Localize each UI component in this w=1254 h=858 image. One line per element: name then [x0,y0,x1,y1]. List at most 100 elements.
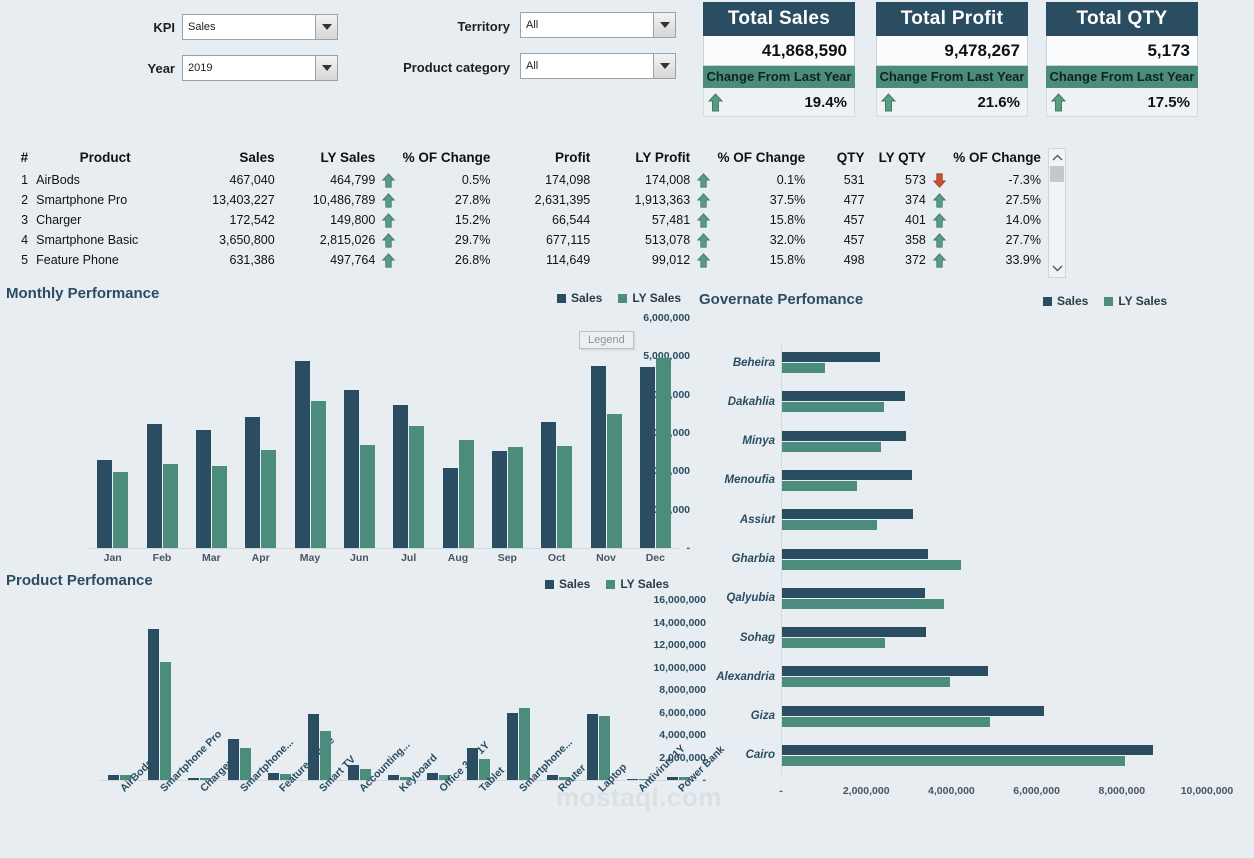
legend-label: LY Sales [632,291,682,305]
x-axis-tick: Sep [497,552,517,564]
chevron-down-icon[interactable] [1049,260,1065,277]
table-row: 2 Smartphone Pro 13,403,227 10,486,789 27.8%… [0,190,1045,210]
bar-ly-sales [211,465,227,548]
bar-ly-sales [359,444,375,548]
x-axis-tick: - [779,785,783,797]
row-qty-trend [930,230,949,250]
x-axis-tick: 4,000,000 [928,785,975,797]
arrow-up-icon [708,92,723,112]
table-scrollbar[interactable] [1048,148,1066,278]
bar-ly-sales [782,441,881,452]
arrow-up-icon [382,232,396,248]
legend-item-ly-sales: LY Sales [1104,294,1167,308]
row-index: 1 [21,173,29,187]
y-axis-tick: 8,000,000 [659,684,706,696]
territory-filter-label: Territory [457,19,511,34]
legend-swatch-ly-sales [606,579,616,589]
row-sales-trend [379,250,398,270]
row-sales: 3,650,800 [219,233,275,247]
x-axis-tick: Feb [152,552,172,564]
row-ly-profit: 174,008 [644,173,691,187]
bar-ly-sales [240,748,252,780]
x-axis-tick: Jan [103,552,122,564]
scrollbar-thumb[interactable] [1050,166,1064,182]
bar-ly-sales [782,520,877,531]
bar-sales [782,509,914,520]
bar-ly-sales [359,768,371,780]
bar-ly-sales [678,777,690,780]
legend-swatch-sales [557,293,566,303]
kpi-filter-chevron-down-icon[interactable] [315,15,337,39]
bar-sales [586,713,598,780]
table-header-cell: Sales [239,150,275,165]
bar-ly-sales [458,439,474,548]
bar-sales [294,360,310,548]
table-header-spacer [379,148,398,170]
monthly-performance-title: Monthly Performance [6,285,160,302]
row-sales-change: 15.2% [454,213,491,227]
y-axis-label: Qalyubia [726,592,775,605]
y-axis-tick: 14,000,000 [653,616,706,629]
row-qty: 457 [843,213,865,227]
legend-item-sales: Sales [545,577,590,591]
governate-performance-title: Governate Perfomance [699,291,864,308]
bar-ly-sales [162,464,178,548]
kpi-card-total-profit: Total Profit 9,478,267 Change From Last … [876,2,1028,117]
row-profit-change: 0.1% [776,173,806,187]
x-axis-tick: 2,000,000 [842,785,890,797]
kpi-filter-select[interactable]: Sales [182,14,338,40]
bar-sales [347,764,359,780]
y-axis-tick: 2,000,000 [659,751,706,764]
row-profit-trend [694,210,713,230]
table-row: 1 AirBods 467,040 464,799 0.5% 174,098 174,008… [0,170,1045,190]
y-axis-tick: - [702,774,707,786]
chevron-up-icon[interactable] [1049,149,1065,166]
bar-sales [393,405,409,548]
product-category-filter-select[interactable]: All [520,53,676,79]
legend-swatch-ly-sales [1104,296,1114,306]
bar-sales [228,738,240,780]
bar-sales [782,587,925,598]
bar-sales [782,430,906,441]
y-axis-tick: 5,000,000 [643,350,690,363]
row-qty-change: 27.5% [1005,193,1041,207]
kpi-filter-value: Sales [188,21,216,33]
arrow-up-icon [697,232,711,248]
row-profit-trend [694,230,713,250]
row-qty: 498 [843,253,865,267]
product-performance-title: Product Perfomance [6,572,153,589]
x-axis-tick: May [299,552,321,564]
row-qty-trend [930,210,949,230]
row-sales-change: 27.8% [454,193,491,207]
scrollbar-track[interactable] [1049,166,1065,260]
year-filter-chevron-down-icon[interactable] [315,56,337,80]
row-profit: 2,631,395 [534,193,591,207]
kpi-card-title: Total Sales [703,2,855,36]
territory-filter-chevron-down-icon[interactable] [653,13,675,37]
kpi-card-change-row: 19.4% [703,88,855,117]
bar-sales [307,713,319,780]
row-product: Feature Phone [36,253,119,267]
kpi-card-title: Total QTY [1046,2,1198,36]
bar-ly-sales [782,598,944,609]
row-ly-sales: 464,799 [330,173,376,187]
product-category-filter-chevron-down-icon[interactable] [653,54,675,78]
arrow-up-icon [697,172,711,188]
year-filter-select[interactable]: 2019 [182,55,338,81]
territory-filter-select[interactable]: All [520,12,676,38]
row-profit-change: 37.5% [769,193,806,207]
row-profit-change: 15.8% [769,253,806,267]
x-axis-tick: Oct [547,552,566,564]
arrow-up-icon [697,252,711,268]
monthly-performance-chart: -1,000,0002,000,0003,000,0004,000,0005,0… [6,310,690,570]
row-sales: 631,386 [229,253,275,267]
legend-item-ly-sales: LY Sales [618,291,681,305]
bar-ly-sales [200,778,212,780]
bar-sales [666,776,678,780]
row-index: 5 [21,253,29,267]
bar-sales [782,469,913,480]
kpi-card-subtitle: Change From Last Year [703,66,855,88]
bar-ly-sales [782,716,990,727]
territory-filter-value: All [526,19,539,31]
bar-sales [782,666,989,677]
